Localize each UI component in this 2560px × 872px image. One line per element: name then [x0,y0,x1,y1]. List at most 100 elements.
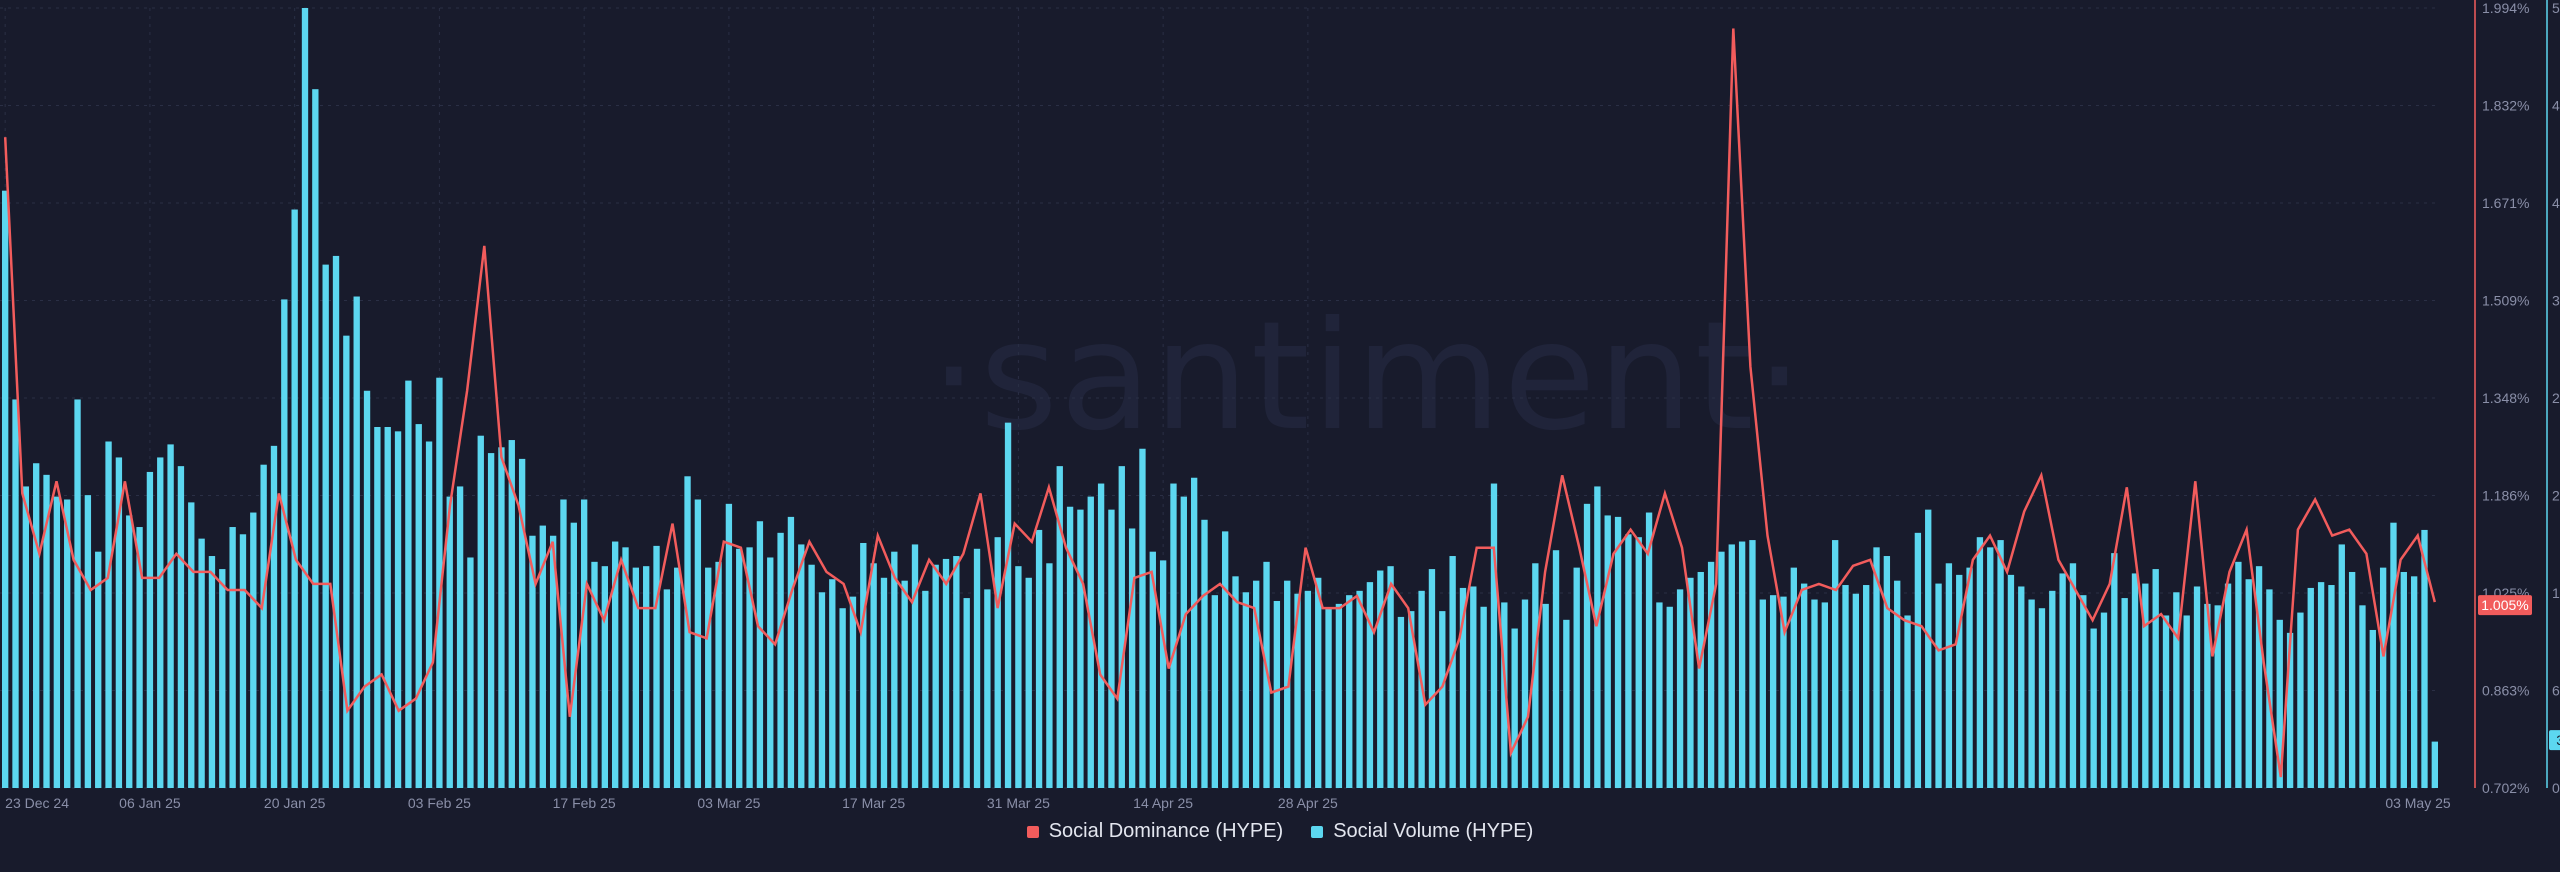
volume-value-text: 33 [2556,732,2560,748]
volume-bar [1004,422,1012,788]
volume-bar [1097,483,1105,788]
volume-bar [126,515,133,788]
volume-bar [632,567,640,788]
volume-bar [1273,600,1281,788]
x-tick-label: 17 Mar 25 [842,795,905,811]
volume-bar [663,589,671,788]
volume-bar [1614,516,1622,788]
volume-bar [1397,616,1405,788]
volume-bar [436,377,443,788]
volume-bar [1728,544,1735,788]
volume-bar [1976,537,1984,788]
volume-bar [2059,573,2066,788]
volume-bar [343,335,350,788]
volume-bar [994,537,1001,788]
volume-bar [1108,509,1115,788]
volume-bar [353,296,360,788]
volume-bar [1894,580,1901,788]
volume-bar [1222,531,1229,788]
volume-bar [1790,567,1797,788]
volume-bar [684,476,691,788]
volume-bar [1594,486,1601,788]
santiment-watermark: ·santiment· [930,290,1806,464]
dominance-tick-label: 0.863% [2482,683,2529,699]
dominance-line-path [3,28,2437,778]
volume-bar [953,556,960,788]
volume-bar [1501,602,1508,788]
volume-bar [1573,567,1580,788]
volume-bar [2028,599,2035,788]
volume-bar [229,527,236,788]
volume-bar [43,474,50,788]
volume-bar [529,535,536,788]
legend-item-social-dominance[interactable]: Social Dominance (HYPE) [1026,820,1284,843]
volume-bar [467,557,474,788]
volume-bar [1769,595,1777,788]
volume-bar [1190,477,1198,788]
volume-bar [694,499,702,788]
volume-bar [1159,560,1167,788]
volume-bar [1718,551,1725,788]
volume-bar [2307,587,2314,788]
volume-bar [1687,577,1694,788]
volume-bar [1046,563,1053,788]
volume-bar [1966,567,1973,788]
legend-label-social-dominance: Social Dominance (HYPE) [1048,820,1284,842]
volume-bar [2266,589,2273,788]
volume-bar [1077,509,1084,788]
volume-bar [1925,509,1932,788]
x-tick-label: 31 Mar 25 [987,795,1050,811]
volume-bar [2152,569,2159,788]
dominance-value-text: 1.005% [2481,597,2528,613]
volume-bar [2049,590,2056,788]
volume-bar [2131,573,2139,788]
volume-bar [2,190,9,788]
volume-bar [105,441,112,788]
volume-bar [1139,448,1146,788]
volume-tick-label: 336 [2552,293,2560,309]
volume-bar [932,564,939,788]
volume-bar [84,495,92,788]
volume-bar [2379,567,2387,788]
volume-bar [580,499,588,788]
dominance-tick-label: 1.832% [2482,98,2529,114]
volume-bar [777,532,784,788]
x-tick-label: 03 May 25 [2385,795,2451,811]
volume-bar [2100,612,2108,788]
volume-bar [2080,595,2087,788]
volume-bar [1325,608,1332,788]
volume-bar [767,557,774,788]
volume-bar [2018,586,2025,788]
volume-bar [808,564,815,788]
volume-bar [53,496,61,788]
volume-bar [146,471,154,788]
volume-bar [12,399,19,788]
volume-tick-label: 201 [2552,488,2560,504]
volume-bar [415,424,422,788]
volume-bar [1490,483,1498,788]
volume-bar [322,264,329,789]
volume-bar [219,569,226,788]
volume-bar [549,535,557,788]
volume-bar [1956,574,1963,788]
volume-bar [1408,611,1415,788]
volume-bar [1315,577,1322,788]
social-dominance-line [3,28,2437,778]
volume-bar [2162,615,2170,788]
volume-bar [2214,605,2221,788]
volume-bar [374,426,381,788]
legend-item-social-volume[interactable]: Social Volume (HYPE) [1311,820,1533,843]
volume-bar [1170,483,1177,788]
volume-bar [1852,593,1860,788]
volume-bar [1294,593,1301,788]
volume-tick-label: 403 [2552,195,2560,211]
volume-bar [167,444,174,788]
volume-bar [1635,537,1642,788]
volume-bar [1035,529,1043,788]
volume-bar [1552,550,1560,788]
volume-bar [1759,599,1766,788]
volume-bar [1914,532,1922,788]
volume-bar [1697,571,1704,788]
